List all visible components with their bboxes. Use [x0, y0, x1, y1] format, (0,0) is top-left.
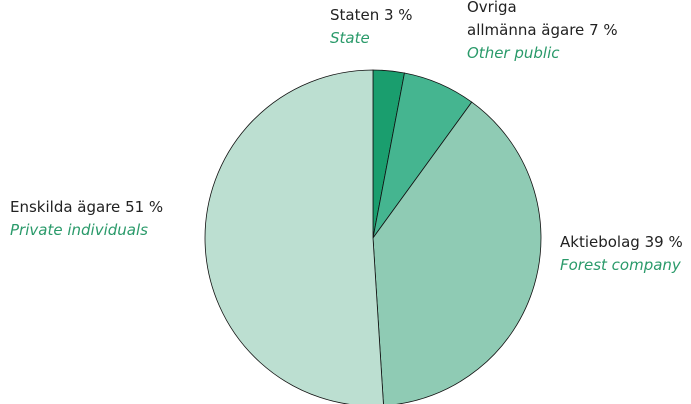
- slice-translation: State: [330, 29, 370, 47]
- slice-translation: Other public: [467, 44, 560, 62]
- slice-label: Staten 3 %: [330, 6, 413, 24]
- value-label: 7 %: [589, 21, 618, 39]
- pie-slice: [372, 101, 542, 404]
- slice-name: Övriga: [467, 0, 517, 16]
- value-label: 51 %: [125, 198, 163, 216]
- value-label: 3 %: [384, 6, 413, 24]
- slice-translation: Private individuals: [10, 221, 148, 239]
- slice-label: Aktiebolag 39 %: [560, 233, 683, 251]
- slice-label: Enskilda ägare 51 %: [10, 198, 163, 216]
- value-label: 39 %: [645, 233, 683, 251]
- slice-label: allmänna ägare 7 %: [467, 21, 618, 39]
- slice-label: Övriga: [467, 0, 517, 16]
- slice-translation: Forest company: [560, 256, 682, 274]
- slice-name: Aktiebolag: [560, 233, 640, 251]
- slice-name: allmänna ägare: [467, 21, 584, 39]
- slice-name: Enskilda ägare: [10, 198, 120, 216]
- slice-name: Staten: [330, 6, 379, 24]
- pie-slice: [204, 69, 384, 404]
